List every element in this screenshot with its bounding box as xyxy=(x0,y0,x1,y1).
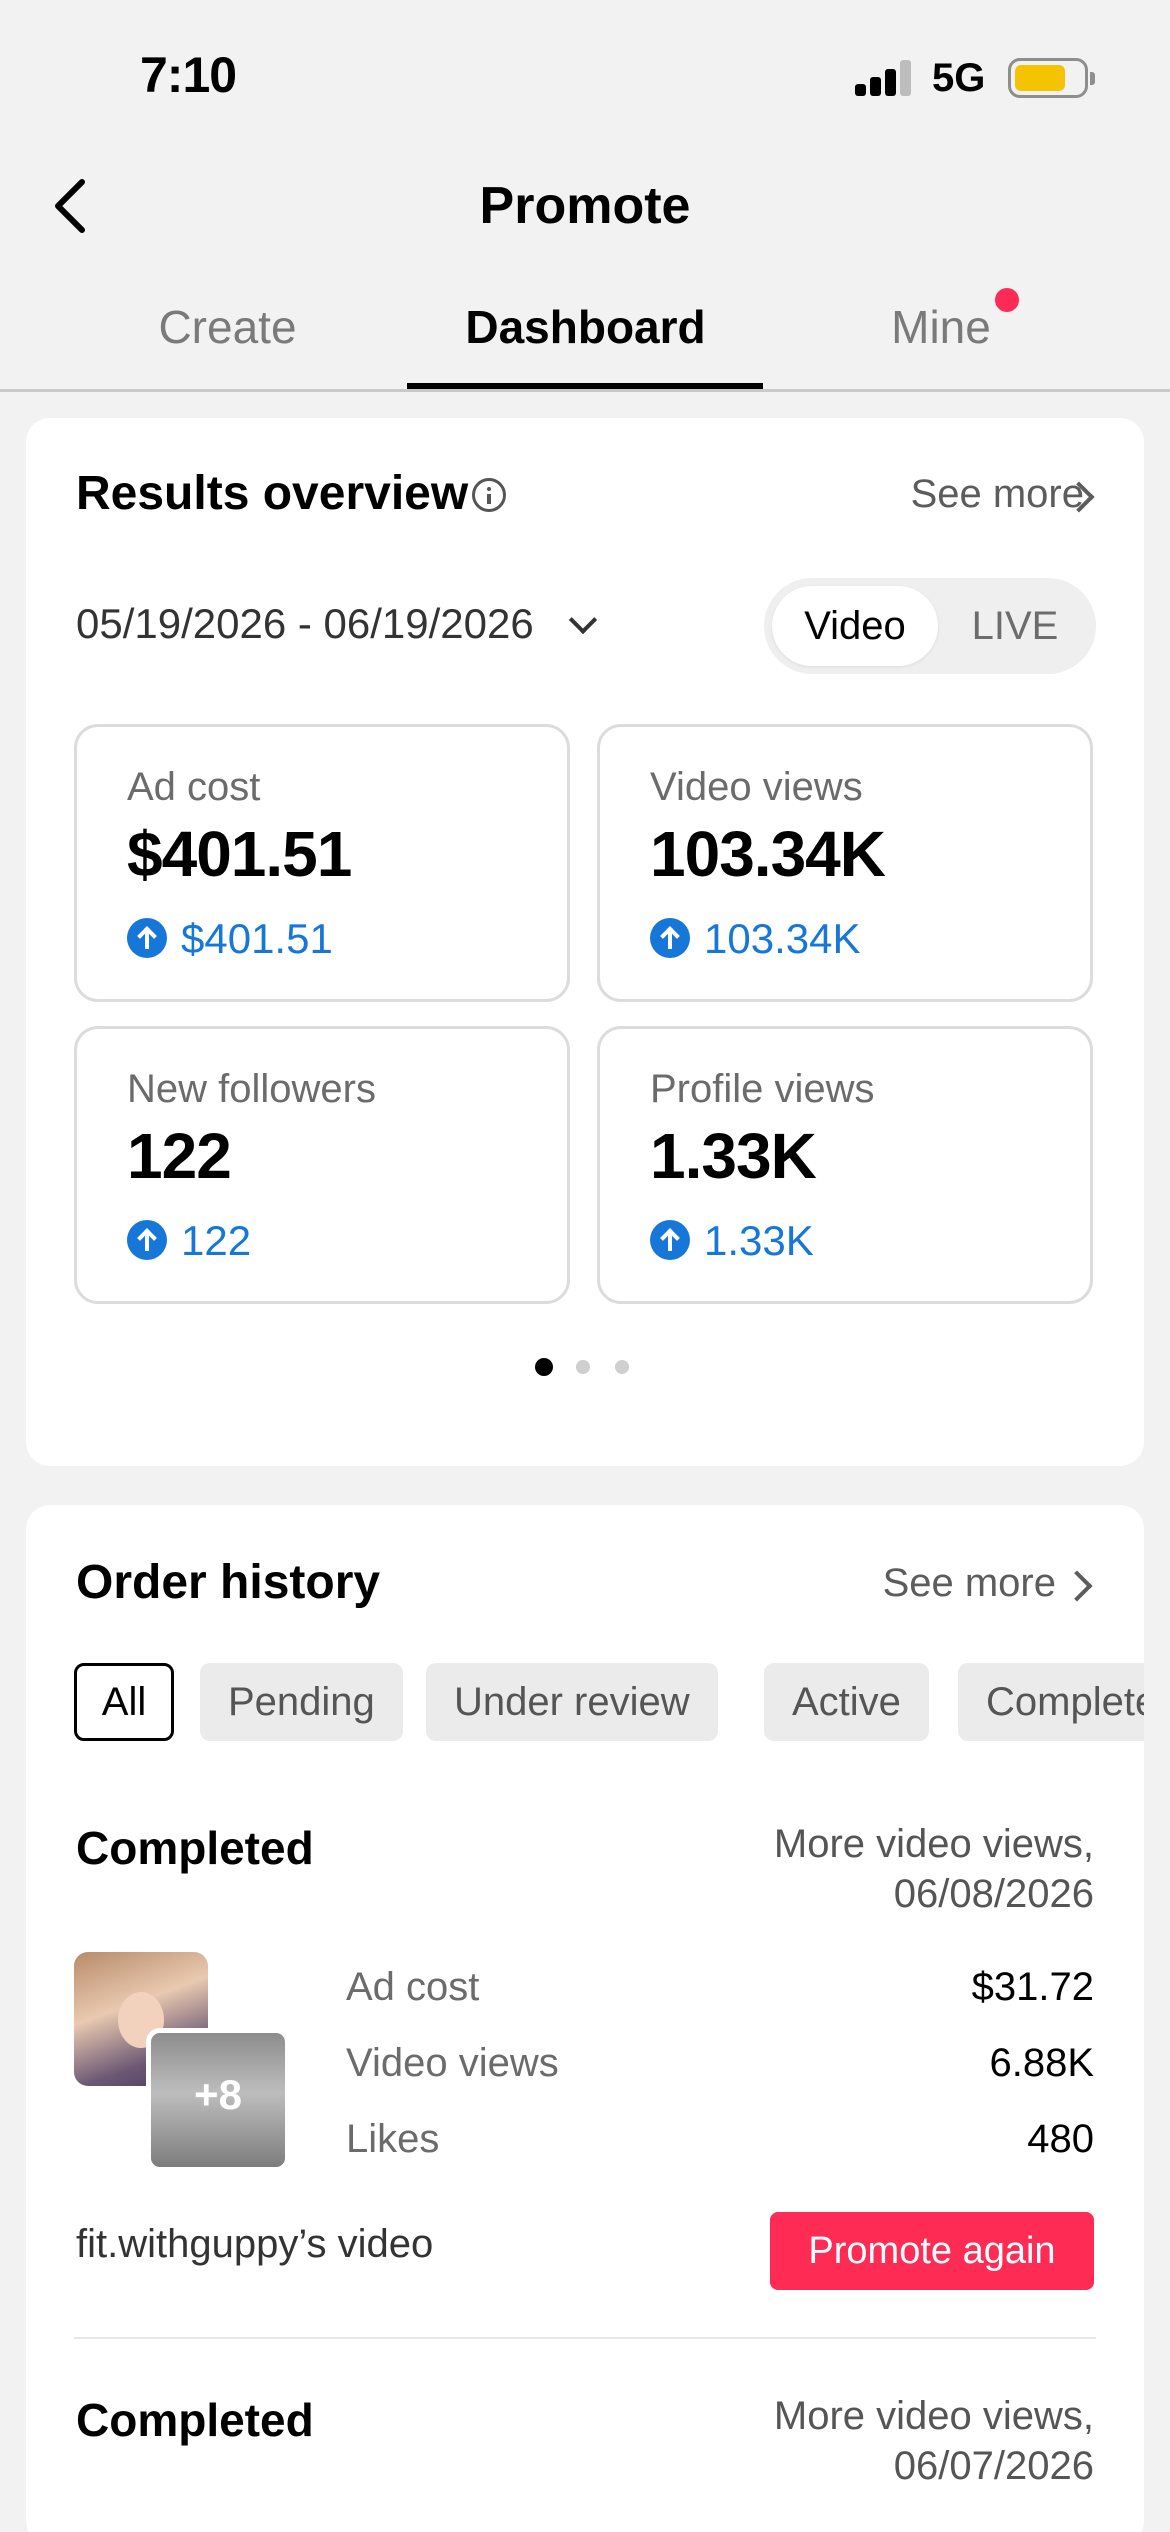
order-meta: More video views, 06/07/2026 xyxy=(674,2391,1094,2491)
order-date: 06/07/2026 xyxy=(893,2444,1094,2488)
chevron-right-icon xyxy=(1061,1570,1093,1602)
tab-mine[interactable]: Mine xyxy=(891,301,991,353)
active-tab-indicator xyxy=(407,383,763,389)
page-indicator xyxy=(535,1358,655,1378)
stat-label: Video views xyxy=(346,2041,559,2085)
toggle-live[interactable]: LIVE xyxy=(971,604,1059,648)
tab-bar: Create Dashboard Mine xyxy=(0,280,1170,392)
video-thumbnail-stack[interactable]: +8 xyxy=(146,2028,290,2172)
metric-label: Video views xyxy=(650,765,863,809)
notification-dot xyxy=(995,288,1019,312)
stat-value: 480 xyxy=(1027,2117,1094,2161)
filter-chip-completed[interactable]: Completed xyxy=(958,1663,1144,1741)
back-icon[interactable] xyxy=(48,176,98,236)
arrow-up-icon xyxy=(127,1220,167,1260)
results-overview-card: Results overview See more 05/19/2026 - 0… xyxy=(26,418,1144,1466)
status-filter-chips: All Pending Under review Active Complete… xyxy=(74,1663,1144,1743)
page-dot xyxy=(615,1360,629,1374)
metric-change-value: 103.34K xyxy=(704,915,861,962)
network-label: 5G xyxy=(932,56,986,100)
more-videos-count: +8 xyxy=(194,2071,242,2118)
page-title: Promote xyxy=(479,177,691,235)
divider xyxy=(74,2337,1096,2339)
filter-chip-pending[interactable]: Pending xyxy=(200,1663,403,1741)
page-dot-active xyxy=(535,1358,553,1376)
arrow-up-icon xyxy=(127,918,167,958)
status-bar: 7:10 5G xyxy=(0,0,1170,150)
order-meta: More video views, 06/08/2026 xyxy=(674,1819,1094,1919)
date-range-selector[interactable]: 05/19/2026 - 06/19/2026 xyxy=(76,600,534,647)
metric-value: 122 xyxy=(127,1120,232,1192)
arrow-up-icon xyxy=(650,1220,690,1260)
arrow-up-icon xyxy=(650,918,690,958)
order-objective: More video views, xyxy=(773,2394,1094,2438)
metric-label: Profile views xyxy=(650,1067,875,1111)
page-dot xyxy=(576,1360,590,1374)
metric-change-value: 1.33K xyxy=(704,1217,814,1264)
metric-value: 103.34K xyxy=(650,818,886,890)
metric-card-profile-views[interactable]: Profile views 1.33K 1.33K xyxy=(597,1026,1093,1304)
metric-change-value: $401.51 xyxy=(181,915,333,962)
orders-see-more-link[interactable]: See more xyxy=(882,1561,1056,1605)
order-history-title: Order history xyxy=(76,1556,381,1609)
battery-icon xyxy=(1008,58,1095,98)
stat-value: $31.72 xyxy=(971,1965,1094,2009)
toggle-video[interactable]: Video xyxy=(772,586,938,666)
video-live-toggle: Video LIVE xyxy=(764,578,1096,674)
stat-value: 6.88K xyxy=(989,2041,1094,2085)
metric-label: New followers xyxy=(127,1067,376,1111)
promote-again-button[interactable]: Promote again xyxy=(770,2212,1094,2290)
order-history-card: Order history See more All Pending Under… xyxy=(26,1505,1144,2532)
metric-card-ad-cost[interactable]: Ad cost $401.51 $401.51 xyxy=(74,724,570,1002)
metric-card-new-followers[interactable]: New followers 122 122 xyxy=(74,1026,570,1304)
metric-change-value: 122 xyxy=(181,1217,252,1264)
filter-chip-under-review[interactable]: Under review xyxy=(426,1663,718,1741)
video-owner: fit.withguppy’s video xyxy=(76,2222,434,2266)
order-status: Completed xyxy=(76,1822,314,1874)
metric-value: 1.33K xyxy=(650,1120,817,1192)
metric-value: $401.51 xyxy=(127,818,352,890)
order-status: Completed xyxy=(76,2394,314,2446)
status-time: 7:10 xyxy=(140,47,237,103)
info-icon[interactable] xyxy=(472,478,506,512)
stat-label: Likes xyxy=(346,2117,440,2161)
tab-dashboard[interactable]: Dashboard xyxy=(465,301,706,353)
order-date: 06/08/2026 xyxy=(893,1872,1094,1916)
filter-chip-active[interactable]: Active xyxy=(764,1663,929,1741)
filter-chip-all[interactable]: All xyxy=(74,1663,174,1741)
tab-create[interactable]: Create xyxy=(158,301,297,353)
metric-card-video-views[interactable]: Video views 103.34K 103.34K xyxy=(597,724,1093,1002)
order-objective: More video views, xyxy=(773,1822,1094,1866)
chevron-down-icon xyxy=(568,605,598,635)
results-see-more-link[interactable]: See more xyxy=(910,472,1084,516)
results-overview-title: Results overview xyxy=(76,467,469,520)
stat-label: Ad cost xyxy=(346,1965,480,2009)
signal-icon xyxy=(855,60,913,96)
metric-label: Ad cost xyxy=(127,765,261,809)
